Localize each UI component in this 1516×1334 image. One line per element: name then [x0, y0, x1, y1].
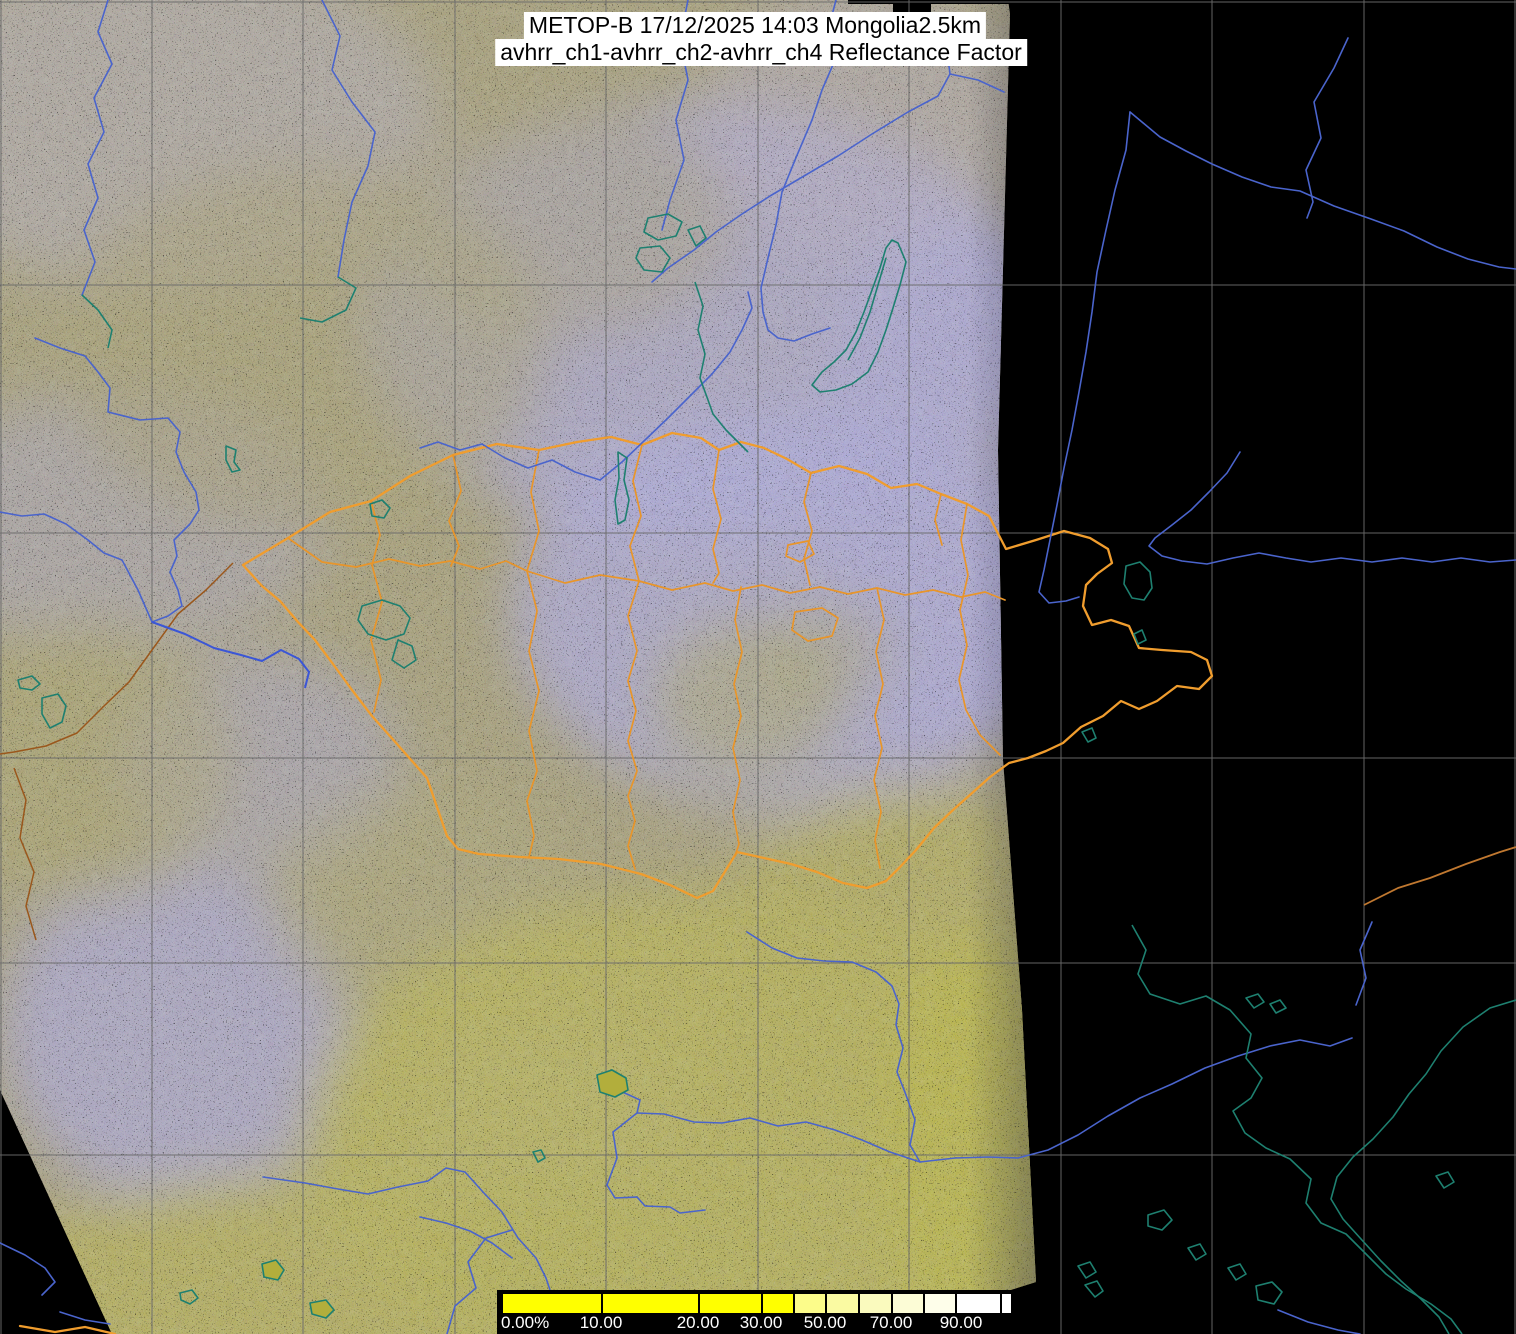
foreign-border-lines — [0, 562, 1516, 941]
product-title-line1: METOP-B 17/12/2025 14:03 Mongolia2.5km — [523, 12, 987, 39]
river-bright-segment — [151, 621, 310, 689]
colorbar-tick-40 — [793, 1294, 795, 1313]
colorbar-tick-50 — [825, 1294, 827, 1313]
colorbar-tick-30 — [761, 1294, 763, 1313]
scan-dropout — [893, 0, 931, 14]
water-outlines — [17, 213, 1516, 1334]
reflectance-colorbar: 0.00% 10.00 20.00 30.00 50.00 70.00 90.0… — [497, 1290, 1017, 1334]
colorbar-tick-90 — [955, 1294, 957, 1313]
lake-filled — [261, 1069, 629, 1319]
colorbar-label-70: 70.00 — [869, 1313, 913, 1332]
colorbar-tick-10 — [601, 1294, 603, 1313]
national-border — [18, 431, 1214, 1334]
regional-borders — [287, 444, 1006, 870]
colorbar-label-50: 50.00 — [803, 1313, 847, 1332]
colorbar-tick-60 — [858, 1294, 860, 1313]
colorbar-tick-20 — [698, 1294, 700, 1313]
colorbar-tick-end — [1000, 1294, 1002, 1313]
colorbar-label-20: 20.00 — [676, 1313, 720, 1332]
colorbar-tick-70 — [891, 1294, 893, 1313]
swath-imagery — [0, 0, 1036, 1334]
colorbar-label-10: 10.00 — [579, 1313, 623, 1332]
colorbar-tick-80 — [923, 1294, 925, 1313]
colorbar-label-90: 90.00 — [939, 1313, 983, 1332]
colorbar-label-0: 0.00% — [501, 1313, 550, 1332]
colorbar-gradient — [503, 1294, 1011, 1313]
product-title-line2: avhrr_ch1-avhrr_ch2-avhrr_ch4 Reflectanc… — [495, 39, 1027, 66]
colorbar-label-30: 30.00 — [739, 1313, 783, 1332]
